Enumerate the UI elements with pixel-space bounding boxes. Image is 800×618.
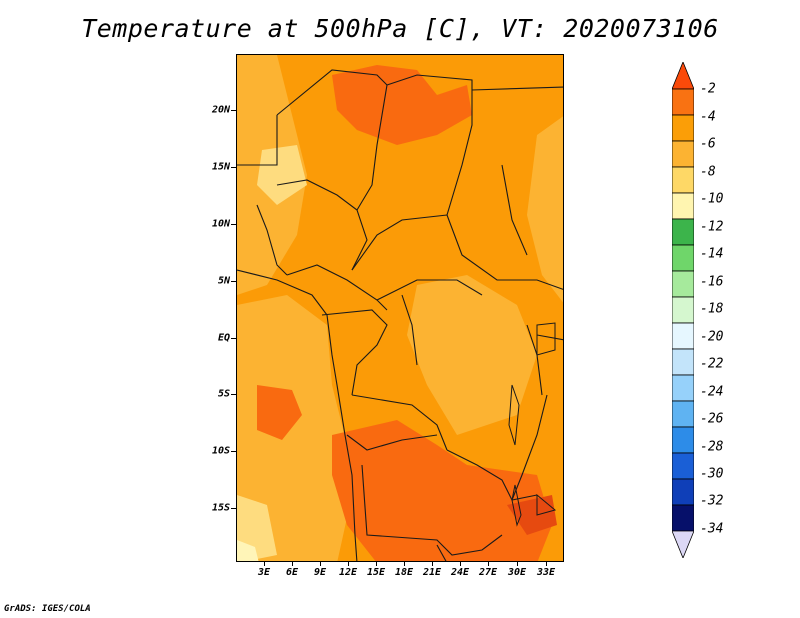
lon-label: 3E <box>257 567 271 578</box>
lat-label: 5S <box>217 388 230 400</box>
lon-tick <box>546 562 547 566</box>
lon-tick <box>460 562 461 566</box>
lon-label: 27E <box>478 567 498 578</box>
lat-tick <box>231 281 236 282</box>
lon-tick <box>488 562 489 566</box>
colorbar-label: -6 <box>700 136 716 152</box>
colorbar-cell <box>672 478 694 506</box>
lon-label: 30E <box>507 567 527 578</box>
colorbar-cell <box>672 114 694 142</box>
coastline <box>237 269 358 561</box>
lon-label: 33E <box>536 567 556 578</box>
colorbar-arrow-bottom <box>672 530 694 558</box>
lat-label: 5N <box>217 275 230 287</box>
lon-tick <box>264 562 265 566</box>
colorbar-cell <box>672 88 694 116</box>
colorbar-label: -10 <box>700 191 724 207</box>
colorbar-cell <box>672 270 694 298</box>
colorbar-cell <box>672 452 694 480</box>
colorbar-label: -30 <box>700 466 724 482</box>
field-east <box>527 116 563 303</box>
field-warm-north <box>332 65 472 145</box>
colorbar-arrow-top <box>672 62 694 90</box>
lat-label: 15S <box>211 502 230 514</box>
colorbar-cell <box>672 426 694 454</box>
colorbar-label: -2 <box>700 81 716 97</box>
lon-label: 24E <box>450 567 470 578</box>
colorbar-label: -24 <box>700 384 724 400</box>
colorbar-label: -34 <box>700 521 724 537</box>
colorbar-cell <box>672 166 694 194</box>
lon-tick <box>292 562 293 566</box>
lat-label: 10S <box>211 445 230 457</box>
colorbar-label: -8 <box>700 164 716 180</box>
lat-tick <box>231 394 236 395</box>
lat-tick <box>231 338 236 339</box>
colorbar <box>672 62 694 558</box>
lon-tick <box>320 562 321 566</box>
lat-tick <box>231 508 236 509</box>
colorbar-cell <box>672 192 694 220</box>
field-warm-west <box>257 385 302 440</box>
colorbar-label: -26 <box>700 411 724 427</box>
colorbar-cell <box>672 140 694 168</box>
colorbar-cell <box>672 218 694 246</box>
lon-label: 9E <box>313 567 327 578</box>
colorbar-label: -12 <box>700 219 724 235</box>
colorbar-label: -20 <box>700 329 724 345</box>
colorbar-cell <box>672 504 694 532</box>
lon-tick <box>348 562 349 566</box>
colorbar-label: -32 <box>700 493 724 509</box>
field-warm-south <box>332 420 552 561</box>
grads-credit: GrADS: IGES/COLA <box>4 604 91 614</box>
country-borders <box>237 69 563 561</box>
colorbar-cell <box>672 400 694 428</box>
lat-tick <box>231 451 236 452</box>
lat-label: 20N <box>211 104 230 116</box>
map-title: Temperature at 500hPa [C], VT: 202007310… <box>81 14 719 43</box>
lon-label: 12E <box>338 567 358 578</box>
lon-tick <box>517 562 518 566</box>
field-patch-north <box>257 145 307 205</box>
colorbar-cell <box>672 296 694 324</box>
lon-tick <box>404 562 405 566</box>
lakes <box>508 322 557 527</box>
lat-tick <box>231 224 236 225</box>
colorbar-label: -14 <box>700 246 724 262</box>
colorbar-label: -18 <box>700 301 724 317</box>
lat-label: 10N <box>211 218 230 230</box>
colorbar-label: -22 <box>700 356 724 372</box>
field-central <box>407 275 537 435</box>
colorbar-label: -28 <box>700 439 724 455</box>
colorbar-cell <box>672 348 694 376</box>
lat-tick <box>231 110 236 111</box>
field-west-south <box>237 295 352 561</box>
lat-tick <box>231 167 236 168</box>
temperature-map <box>236 54 564 562</box>
lat-label: 15N <box>211 161 230 173</box>
lon-label: 15E <box>366 567 386 578</box>
lon-label: 21E <box>422 567 442 578</box>
lon-tick <box>432 562 433 566</box>
lon-label: 18E <box>394 567 414 578</box>
lat-label: EQ <box>217 332 230 344</box>
lon-tick <box>376 562 377 566</box>
colorbar-label: -4 <box>700 109 716 125</box>
field-patch-coldest <box>237 540 259 561</box>
colorbar-cell <box>672 374 694 402</box>
map-canvas <box>237 55 563 561</box>
colorbar-cell <box>672 244 694 272</box>
colorbar-label: -16 <box>700 274 724 290</box>
colorbar-cell <box>672 322 694 350</box>
lon-label: 6E <box>285 567 299 578</box>
